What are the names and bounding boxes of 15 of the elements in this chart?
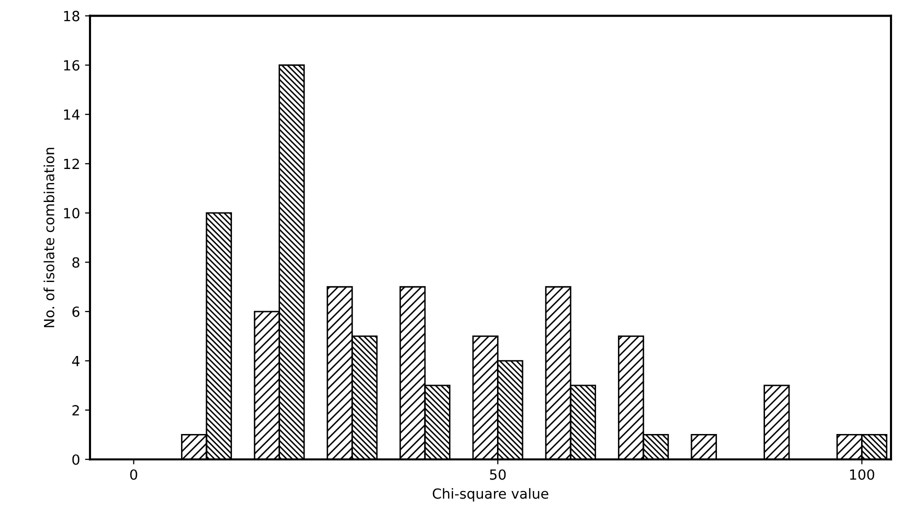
y-tick-label: 16 [64,60,80,71]
y-tick-label: 14 [64,110,80,120]
y-tick-label: 0 [72,454,80,465]
y-tick-label: 12 [64,158,79,169]
y-axis-title: No. of isolate combination [44,148,54,328]
x-tick-label: 100 [850,469,874,480]
y-tick-label: 6 [72,306,80,317]
x-axis-title: Chi-square value [432,488,548,502]
y-tick-label: 18 [64,10,80,22]
x-tick-label: 50 [490,469,506,480]
x-tick-label: 0 [130,469,138,480]
y-tick-label: 2 [72,405,79,416]
y-tick-label: 10 [64,208,80,218]
y-tick-label: 4 [72,356,80,366]
y-tick-label: 8 [72,257,80,268]
